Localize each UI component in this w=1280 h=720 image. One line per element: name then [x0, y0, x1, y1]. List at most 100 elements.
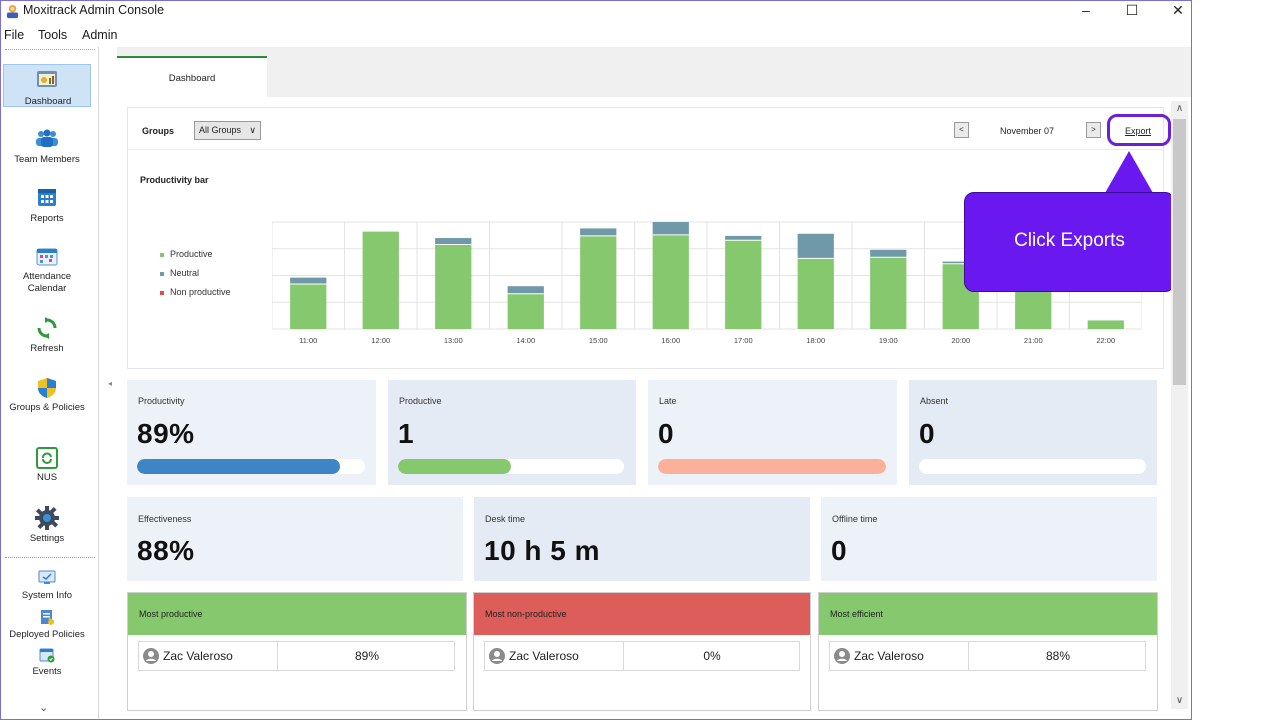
close-button[interactable]: ✕: [1172, 2, 1184, 18]
groups-dropdown-value: All Groups: [199, 125, 242, 135]
stat-title: Effectiveness: [138, 514, 192, 524]
gear-icon: [35, 506, 59, 530]
date-label: November 07: [1000, 126, 1055, 136]
stat-title: Absent: [920, 396, 949, 406]
team-members-icon: [36, 129, 58, 147]
sidebar-item-label: Reports: [30, 213, 64, 224]
x-tick-label: 22:00: [1096, 336, 1115, 345]
sidebar-divider: [5, 49, 95, 50]
stat-title: Late: [659, 396, 677, 406]
groups-dropdown[interactable]: All Groups ∨: [194, 121, 261, 140]
previous-date-button[interactable]: <: [954, 122, 969, 138]
bar-neutral: [870, 249, 907, 258]
scroll-thumb[interactable]: [1173, 119, 1186, 385]
legend-neutral: Neutral: [160, 268, 199, 278]
progress-track: [137, 459, 365, 474]
stat-card-absent: Absent 0: [909, 380, 1157, 485]
bar-neutral: [725, 235, 762, 241]
sidebar-item-team-members[interactable]: Team Members: [3, 125, 91, 169]
x-tick-label: 12:00: [371, 336, 390, 345]
user-avatar-icon: [834, 648, 850, 664]
export-highlight-ring: [1107, 114, 1171, 146]
export-link[interactable]: Export: [1125, 126, 1152, 136]
bar-productive: [290, 284, 327, 329]
app-logo-icon: [6, 4, 19, 19]
sidebar-item-label: Groups & Policies: [9, 402, 85, 413]
calendar-report-icon: [38, 189, 56, 206]
filter-bar: Groups All Groups ∨ < November 07 > Expo…: [128, 108, 1171, 150]
bar-productive: [507, 293, 544, 329]
sidebar-item-settings[interactable]: Settings: [3, 504, 91, 546]
row-divider: [623, 642, 624, 670]
stat-value: 88%: [137, 535, 195, 566]
stat-card-late: Late 0: [648, 380, 897, 485]
bar-productive: [580, 235, 617, 329]
sidebar-divider: [5, 557, 95, 558]
minimize-button[interactable]: –: [1082, 2, 1090, 18]
sidebar-item-deployed-policies[interactable]: Deployed Policies: [3, 609, 91, 641]
maximize-button[interactable]: ☐: [1125, 2, 1139, 18]
sidebar-collapse-icon[interactable]: ◂: [108, 379, 113, 388]
policy-document-icon: [41, 610, 54, 625]
user-avatar-icon: [143, 648, 159, 664]
leaderboard-header: Most productive: [128, 593, 466, 635]
leaderboard-name: Zac Valeroso: [163, 649, 233, 663]
bar-productive: [725, 240, 762, 329]
progress-track: [919, 459, 1146, 474]
sidebar-item-attendance-calendar[interactable]: Attendance Calendar: [3, 243, 91, 295]
legend-label: Non productive: [170, 287, 231, 297]
leaderboard-row[interactable]: Zac Valeroso 0%: [484, 641, 800, 671]
sidebar-item-events[interactable]: Events: [3, 647, 91, 679]
stat-card-effectiveness: Effectiveness 88%: [127, 497, 463, 581]
menu-tools[interactable]: Tools: [38, 28, 68, 42]
leaderboard-value: 0%: [703, 649, 721, 663]
x-tick-label: 17:00: [734, 336, 753, 345]
productivity-bar-chart: 11:00 12:00 13:00 14:00 15:00 16:00 17:00 18:00…: [272, 221, 1142, 345]
bar-neutral: [797, 233, 834, 259]
sidebar-item-reports[interactable]: Reports: [3, 184, 91, 228]
sidebar-item-label: NUS: [36, 472, 58, 483]
sidebar-item-label: Events: [32, 666, 62, 677]
legend-swatch: [160, 252, 164, 257]
row-divider: [277, 642, 278, 670]
sidebar-item-label: Settings: [29, 533, 65, 544]
stat-title: Productivity: [138, 396, 185, 406]
stat-title: Productive: [399, 396, 442, 406]
x-tick-label: 11:00: [299, 336, 317, 345]
leaderboard-header: Most non-productive: [474, 593, 810, 635]
vertical-scrollbar[interactable]: ∧ ∨: [1171, 101, 1188, 709]
x-tick-label: 14:00: [516, 336, 535, 345]
bar-neutral: [942, 261, 979, 264]
x-tick-label: 15:00: [589, 336, 608, 345]
leaderboard-most-productive: Most productive Zac Valeroso 89%: [127, 592, 467, 711]
sidebar-item-groups-policies[interactable]: Groups & Policies: [3, 375, 91, 427]
sidebar-item-label: Team Members: [14, 154, 80, 165]
stat-value: 0: [919, 418, 936, 449]
bar-productive: [362, 231, 399, 329]
tab-dashboard[interactable]: Dashboard: [117, 56, 267, 98]
sidebar-item-refresh[interactable]: Refresh: [3, 315, 91, 357]
legend-label: Neutral: [170, 268, 200, 278]
app-window: Moxitrack Admin Console – ☐ ✕ File Tools…: [0, 0, 1192, 720]
menu-admin[interactable]: Admin: [82, 28, 118, 42]
chart-title: Productivity bar: [140, 175, 209, 185]
leaderboard-row[interactable]: Zac Valeroso 88%: [829, 641, 1146, 671]
stat-value: 89%: [137, 418, 195, 449]
sidebar-more-chevron-icon[interactable]: ⌄: [39, 702, 49, 714]
leaderboard-name: Zac Valeroso: [509, 649, 579, 663]
sidebar-item-dashboard[interactable]: Dashboard: [3, 64, 91, 107]
nus-sync-icon: [36, 447, 58, 469]
row-divider: [968, 642, 969, 670]
sidebar-item-nus[interactable]: NUS: [3, 445, 91, 487]
x-tick-label: 21:00: [1024, 336, 1043, 345]
sidebar-item-label: Attendance Calendar: [22, 271, 72, 294]
tab-strip: [117, 47, 1191, 97]
scroll-up-icon[interactable]: ∧: [1175, 103, 1184, 114]
leaderboard-value: 88%: [1045, 649, 1071, 663]
menu-file[interactable]: File: [4, 28, 25, 42]
scroll-down-icon[interactable]: ∨: [1175, 695, 1184, 706]
leaderboard-row[interactable]: Zac Valeroso 89%: [138, 641, 455, 671]
sidebar-item-system-info[interactable]: System Info: [3, 569, 91, 603]
next-date-button[interactable]: >: [1086, 122, 1101, 138]
progress-fill: [658, 459, 886, 474]
